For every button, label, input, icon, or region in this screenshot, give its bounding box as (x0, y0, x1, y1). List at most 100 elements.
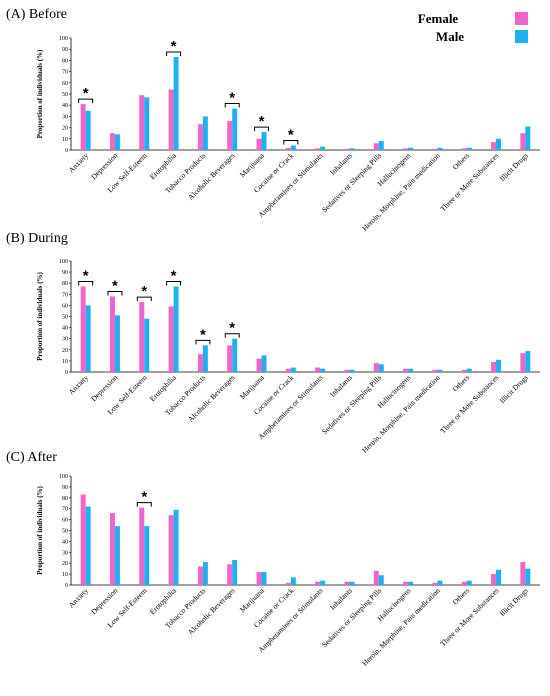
category-label: Anxiety (67, 586, 91, 610)
bar-male (261, 132, 267, 150)
y-tick-label: 50 (62, 92, 68, 98)
bar-female (227, 120, 233, 150)
y-tick-label: 40 (62, 326, 68, 332)
bar-male (202, 116, 208, 150)
bar-female (344, 581, 350, 585)
category-label: Others (451, 373, 472, 394)
bar-male (173, 509, 179, 585)
bar-female (403, 148, 409, 150)
bar-female (491, 574, 497, 585)
bar-female (373, 570, 379, 585)
bar-female (139, 507, 145, 585)
significance-bracket (78, 98, 94, 104)
bar-male (114, 526, 120, 585)
bar-female (168, 89, 174, 150)
significance-star: * (288, 127, 294, 144)
bar-female (80, 286, 86, 372)
bar-female (256, 571, 262, 585)
significance-star: * (200, 326, 206, 343)
bar-female (197, 354, 203, 372)
y-tick-label: 60 (62, 518, 68, 524)
bar-male (85, 305, 91, 372)
bar-male (349, 581, 355, 585)
bar-female (168, 306, 174, 372)
y-tick-label: 100 (59, 36, 68, 42)
category-label: Erotophilia (148, 151, 179, 182)
bar-female (315, 367, 321, 372)
legend-label-female: Female (418, 11, 459, 26)
bar-female (80, 104, 86, 150)
significance-star: * (112, 278, 118, 295)
significance-star: * (141, 489, 147, 506)
category-label: Illicit Drugs (498, 586, 530, 618)
bar-male (232, 338, 238, 372)
bar-female (168, 515, 174, 585)
significance-star: * (83, 85, 89, 102)
bar-male (144, 318, 150, 372)
bar-female (80, 494, 86, 585)
bar-male (437, 580, 443, 585)
bar-male (232, 559, 238, 585)
category-label: Others (451, 586, 472, 607)
bar-male (173, 57, 179, 150)
bar-male (378, 575, 384, 585)
y-tick-label: 100 (59, 259, 68, 265)
y-tick-label: 100 (59, 474, 68, 480)
bar-female (432, 148, 438, 150)
legend-swatch-male (515, 30, 528, 43)
bar-female (315, 148, 321, 150)
category-label: Sedatives or Sleeping Pills (320, 586, 383, 649)
bar-male (144, 97, 150, 150)
bar-male (173, 286, 179, 372)
y-axis-label: Proportion of individuals (%) (36, 49, 44, 138)
bar-female (373, 143, 379, 150)
y-tick-label: 10 (62, 572, 68, 578)
bar-female (520, 133, 526, 150)
bar-male (232, 108, 238, 150)
significance-bracket (166, 281, 182, 286)
bar-male (202, 345, 208, 372)
significance-bracket (78, 281, 94, 286)
bar-male (496, 359, 502, 372)
bar-male (320, 368, 326, 372)
category-label: Depression (89, 151, 119, 181)
bar-male (261, 355, 267, 372)
bar-female (520, 353, 526, 372)
bar-male (349, 369, 355, 372)
bar-male (114, 315, 120, 372)
y-tick-label: 90 (62, 47, 68, 53)
bar-female (491, 362, 497, 372)
legend-swatch-female (515, 12, 528, 25)
bar-male (290, 367, 296, 372)
bar-male (261, 571, 267, 585)
y-tick-label: 90 (62, 485, 68, 491)
panel-title: (C) After (6, 450, 57, 465)
bar-female (315, 581, 321, 585)
y-tick-label: 0 (65, 370, 68, 376)
category-label: Inhalants (328, 373, 354, 399)
bar-male (290, 577, 296, 585)
category-label: Depression (89, 586, 119, 616)
category-label: Marijuana (238, 586, 267, 615)
y-tick-label: 60 (62, 81, 68, 87)
significance-star: * (171, 38, 177, 55)
significance-star: * (83, 268, 89, 285)
panel-during: (B) During Proportion of individuals (%) 0… (6, 231, 540, 455)
significance-bracket (283, 140, 299, 145)
category-label: Sedatives or Sleeping Pills (320, 373, 383, 436)
category-label: Illicit Drugs (498, 373, 530, 405)
y-tick-label: 70 (62, 507, 68, 513)
y-tick-label: 10 (62, 359, 68, 365)
bar-male (290, 145, 296, 150)
bar-female (461, 581, 467, 585)
significance-bracket (166, 51, 182, 57)
bar-male (466, 580, 472, 585)
category-label: Marijuana (238, 373, 267, 402)
bar-female (197, 566, 203, 585)
significance-star: * (171, 268, 177, 285)
bar-female (285, 582, 291, 585)
bar-female (197, 124, 203, 150)
bar-female (373, 363, 379, 372)
bar-male (525, 126, 531, 150)
bar-male (144, 526, 150, 585)
